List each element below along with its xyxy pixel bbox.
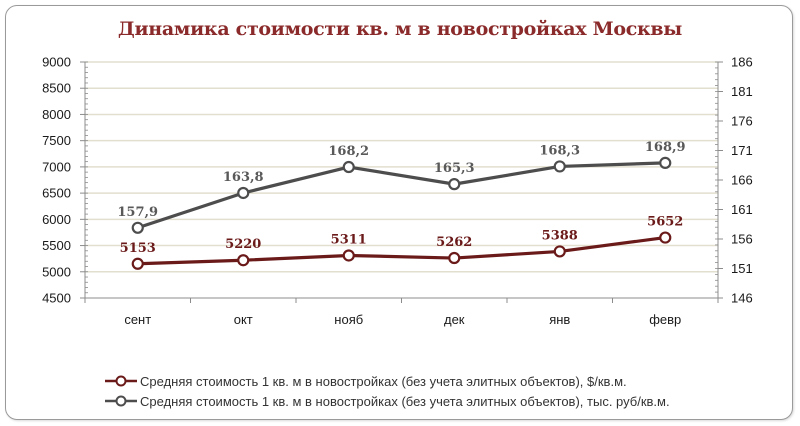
left-axis-tick-label: 6000: [42, 212, 71, 227]
data-label: 163,8: [223, 170, 264, 185]
right-axis-ticks: 146 151 156 161 166 171 176 181 186: [731, 55, 753, 306]
right-axis-tick-label: 176: [731, 114, 753, 129]
left-axis-ticks: 4500 5000 5500 6000 6500 7000 7500 8000 8500 9000: [42, 55, 71, 306]
legend-label: Средняя стоимость 1 кв. м в новостройках…: [140, 373, 627, 389]
left-axis-tick-label: 5500: [42, 238, 71, 253]
data-point-marker[interactable]: [448, 178, 461, 191]
axes: [80, 61, 723, 303]
left-axis-tick-label: 7000: [42, 159, 71, 174]
data-point-marker[interactable]: [659, 156, 672, 169]
left-axis-tick-label: 6500: [42, 186, 71, 201]
right-axis-tick-label: 166: [731, 173, 753, 188]
series-line: [137, 161, 666, 230]
data-point-marker[interactable]: [342, 249, 355, 262]
data-point-marker[interactable]: [131, 221, 144, 234]
legend-marker-icon: [105, 395, 137, 407]
data-label: 157,9: [117, 205, 158, 220]
data-label: 5311: [331, 232, 367, 247]
gridlines: [85, 61, 718, 273]
right-axis-tick-label: 156: [731, 232, 753, 247]
left-axis-tick-label: 9000: [42, 55, 71, 70]
left-axis-tick-label: 4500: [42, 291, 71, 306]
left-axis-tick-label: 7500: [42, 133, 71, 148]
data-label: 5220: [225, 237, 261, 252]
data-label: 5652: [647, 215, 683, 230]
data-point-marker[interactable]: [553, 160, 566, 173]
x-axis-tick-label: нояб: [334, 312, 363, 327]
data-point-marker[interactable]: [237, 254, 250, 267]
data-point-marker[interactable]: [237, 186, 250, 200]
x-axis-tick-label: янв: [549, 312, 570, 327]
x-axis-tick-label: февр: [649, 312, 681, 327]
series-lines: [131, 156, 672, 270]
data-label: 165,3: [434, 161, 475, 176]
data-labels: 5153 5220 5311 5262 5388 5652 157,9 163,8 168,2 1…: [117, 140, 685, 256]
data-point-marker[interactable]: [131, 257, 144, 270]
legend: Средняя стоимость 1 кв. м в новостройках…: [104, 371, 670, 411]
right-axis-tick-label: 146: [731, 291, 753, 306]
data-label: 5388: [542, 228, 578, 243]
right-axis-tick-label: 161: [731, 202, 753, 217]
left-axis-tick-label: 8500: [42, 81, 71, 96]
left-axis-tick-label: 5000: [42, 264, 71, 279]
legend-label: Средняя стоимость 1 кв. м в новостройках…: [140, 393, 670, 409]
data-label: 168,3: [539, 143, 580, 158]
right-axis-tick-label: 186: [731, 55, 753, 70]
x-axis-tick-label: сент: [124, 312, 151, 327]
data-label: 5262: [436, 235, 472, 250]
data-point-marker[interactable]: [553, 245, 566, 258]
data-point-marker[interactable]: [342, 160, 355, 174]
data-label: 168,2: [328, 144, 369, 159]
series-line: [137, 235, 666, 266]
data-point-marker[interactable]: [448, 251, 461, 265]
x-axis-tick-label: дек: [444, 312, 465, 327]
legend-item-usd[interactable]: Средняя стоимость 1 кв. м в новостройках…: [104, 371, 670, 391]
right-axis-tick-label: 151: [731, 261, 753, 276]
legend-item-rub[interactable]: Средняя стоимость 1 кв. м в новостройках…: [104, 391, 670, 411]
right-axis-tick-label: 181: [731, 84, 753, 99]
data-label: 168,9: [645, 140, 686, 155]
left-axis-tick-label: 8000: [42, 107, 71, 122]
right-axis-tick-label: 171: [731, 143, 753, 158]
x-axis-ticks: сент окт нояб дек янв февр: [124, 312, 681, 327]
x-axis-tick-label: окт: [234, 312, 253, 327]
chart-title: Динамика стоимости кв. м в новостройках …: [117, 18, 683, 40]
chart-frame: [5, 5, 793, 420]
data-label: 5153: [120, 241, 156, 256]
data-point-marker[interactable]: [659, 231, 672, 244]
legend-marker-icon: [105, 375, 137, 387]
